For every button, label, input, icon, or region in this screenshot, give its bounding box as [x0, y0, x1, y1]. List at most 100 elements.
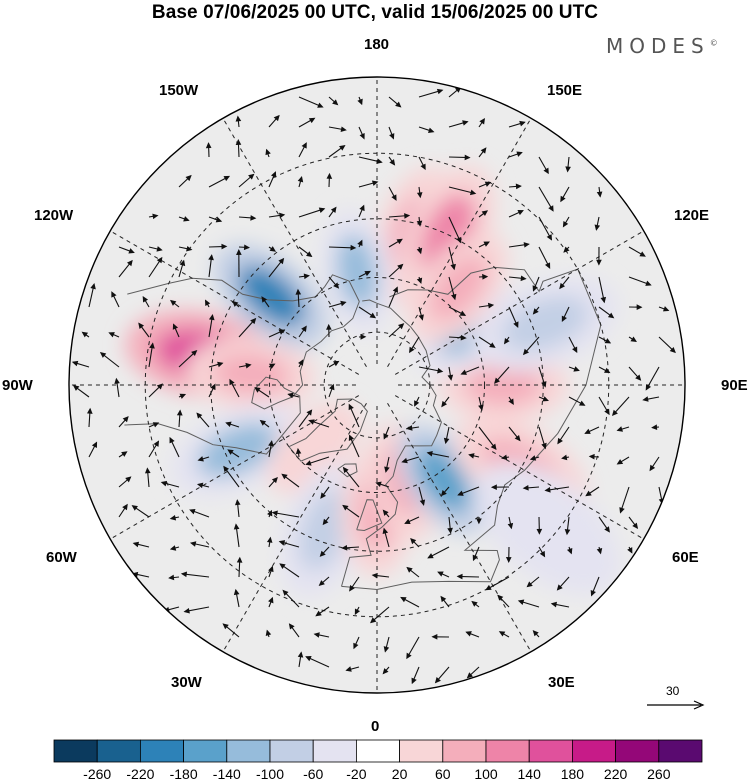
- wind-vector-head: [472, 554, 478, 562]
- colorbar-tick-label: -100: [255, 766, 285, 782]
- wind-vector-head: [222, 623, 229, 630]
- wind-vector-head: [494, 377, 501, 384]
- wind-vector-head: [369, 312, 377, 319]
- wind-vector-head: [364, 270, 371, 277]
- wind-vector-head: [72, 385, 80, 391]
- lon-label-120e: 120E: [674, 207, 710, 224]
- wind-vector-head: [501, 454, 508, 461]
- wind-vector-head: [437, 571, 444, 577]
- wind-vector-head: [489, 342, 496, 348]
- wind-vector: [538, 186, 554, 211]
- wind-vector-head: [490, 443, 497, 450]
- wind-vector-head: [111, 291, 117, 298]
- wind-vector-head: [371, 572, 378, 579]
- wind-vector-head: [487, 302, 495, 309]
- wind-vector-head: [498, 631, 506, 637]
- wind-vector-head: [179, 259, 186, 267]
- wind-vector-head: [271, 510, 278, 517]
- wind-vector-head: [86, 407, 93, 414]
- wind-vector-head: [225, 421, 232, 428]
- wind-vector-head: [539, 550, 546, 558]
- wind-vector: [448, 216, 462, 243]
- wind-vector-head: [562, 220, 569, 228]
- wind-vectors: [71, 86, 676, 685]
- wind-vector-head: [306, 251, 313, 258]
- wind-vector-head: [428, 127, 435, 133]
- colorbar-tick-label: -60: [303, 766, 324, 782]
- wind-vector-head: [295, 447, 302, 455]
- wind-vector-head: [268, 596, 274, 604]
- wind-vector-head: [317, 102, 324, 108]
- wind-vector-head: [541, 381, 547, 388]
- colorbar-tick-label: -220: [126, 766, 155, 782]
- wind-vector-head: [596, 191, 603, 198]
- wind-vector-head: [398, 323, 405, 330]
- wind-vector-head: [301, 325, 307, 332]
- wind-vector-head: [419, 499, 426, 506]
- wind-vector-head: [330, 206, 337, 213]
- wind-vector-head: [522, 484, 529, 491]
- colorbar-swatch: [572, 739, 617, 763]
- coastline: [127, 274, 360, 302]
- wind-vector-head: [236, 249, 242, 255]
- wind-vector-head: [604, 367, 611, 374]
- wind-vector-head: [320, 492, 327, 499]
- wind-vector-head: [301, 142, 307, 149]
- wind-vector-head: [561, 454, 568, 461]
- wind-vector-head: [662, 306, 670, 312]
- wind-vector-head: [273, 114, 280, 122]
- wind-vector-head: [189, 508, 196, 515]
- wind-vector-head: [308, 419, 315, 425]
- wind-vector-head: [392, 286, 398, 293]
- wind-vector-head: [557, 437, 563, 445]
- wind-vector-head: [319, 550, 326, 557]
- map-border: [68, 76, 686, 694]
- wind-vector-head: [434, 677, 441, 684]
- wind-vector-head: [215, 216, 223, 223]
- wind-vector-head: [485, 584, 492, 591]
- wind-vector-head: [357, 239, 363, 247]
- wind-vector-head: [476, 518, 482, 525]
- wind-vector-head: [447, 374, 454, 381]
- wind-vector-head: [416, 220, 423, 227]
- anomaly-blob-core: [237, 265, 305, 327]
- wind-vector-head: [542, 396, 549, 402]
- coastline: [341, 299, 442, 587]
- wind-vector-head: [121, 451, 128, 457]
- wind-vector-head: [232, 300, 239, 307]
- wind-vector-head: [269, 363, 276, 369]
- wind-vector-head: [669, 346, 676, 354]
- wind-vector-head: [604, 526, 610, 533]
- wind-vector-head: [176, 409, 183, 416]
- wind-vector-head: [170, 299, 177, 306]
- wind-vector-head: [81, 331, 89, 338]
- wind-vector-head: [279, 212, 286, 219]
- wind-vector-head: [635, 374, 642, 381]
- wind-vector-head: [254, 387, 261, 393]
- wind-vector-head: [125, 476, 132, 483]
- wind-vector-head: [189, 541, 197, 547]
- wind-vector-head: [370, 617, 377, 624]
- wind-vector-head: [326, 172, 333, 179]
- wind-vector-head: [196, 482, 204, 489]
- wind-vector-head: [354, 608, 361, 616]
- wind-vector-head: [409, 346, 415, 354]
- wind-vector-head: [205, 142, 212, 149]
- wind-vector-head: [480, 147, 487, 154]
- wind-vector-head: [514, 435, 521, 442]
- wind-vector-head: [600, 296, 607, 304]
- wind-vector-head: [169, 514, 177, 521]
- wind-vector-head: [308, 117, 316, 124]
- wind-vector-head: [382, 668, 389, 675]
- colorbar-tick-label: 180: [560, 766, 585, 782]
- wind-vector-head: [389, 159, 396, 166]
- wind-vector-head: [210, 383, 216, 391]
- wind-vector-head: [248, 173, 255, 180]
- wind-vector-head: [306, 409, 313, 416]
- wind-vector-head: [611, 409, 618, 416]
- wind-vector-head: [243, 244, 250, 251]
- wind-vector-head: [221, 243, 228, 250]
- wind-vector-head: [420, 163, 426, 171]
- wind-vector-head: [636, 304, 643, 310]
- wind-vector-head: [406, 652, 412, 660]
